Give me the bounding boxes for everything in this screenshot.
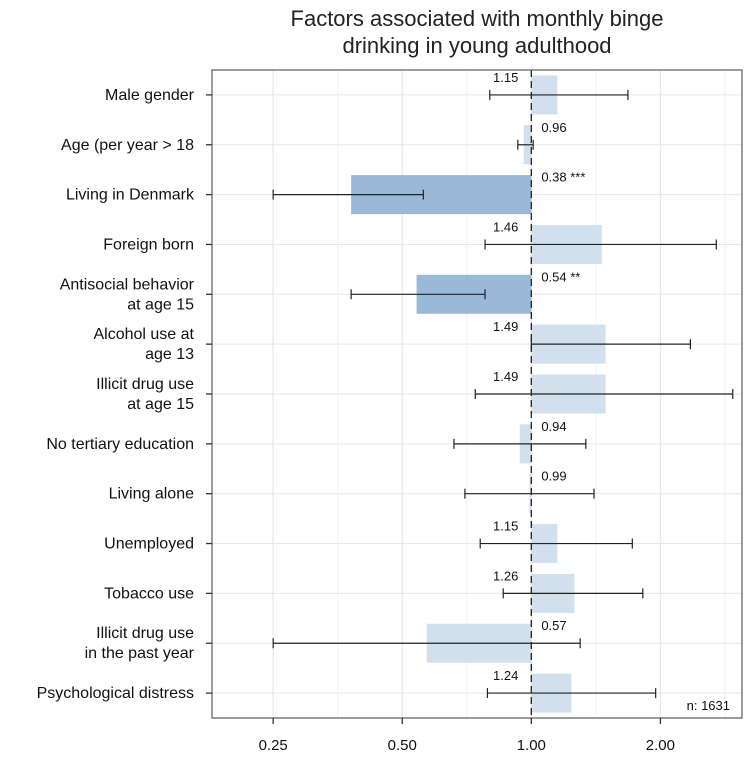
- category-label: Psychological distress: [37, 685, 194, 702]
- chart-title-line: Factors associated with monthly binge: [291, 6, 664, 31]
- category-label: No tertiary education: [46, 436, 194, 453]
- value-label: 1.49: [493, 319, 518, 334]
- category-label: Foreign born: [103, 236, 194, 253]
- value-label: 0.96: [541, 120, 566, 135]
- x-tick-label: 1.00: [517, 737, 546, 754]
- value-label: 1.15: [493, 70, 518, 85]
- category-label: at age 15: [127, 296, 194, 313]
- category-label: Illicit drug use: [96, 625, 194, 642]
- y-axis: Male gender Age (per year > 18 Living in D…: [37, 87, 212, 702]
- value-label: 1.15: [493, 519, 518, 534]
- x-axis: 0.25 0.50 1.00 2.00: [259, 718, 675, 754]
- value-label: 0.94: [541, 419, 566, 434]
- category-label: Tobacco use: [104, 585, 194, 602]
- value-label: 1.26: [493, 568, 518, 583]
- value-label: 0.54 **: [541, 269, 580, 284]
- category-label: Male gender: [105, 87, 195, 104]
- value-label: 0.38 ***: [541, 170, 585, 185]
- category-label: Living in Denmark: [66, 187, 195, 204]
- chart-title: Factors associated with monthly bingedri…: [291, 6, 664, 58]
- value-labels: 1.15 0.96 0.38 *** 1.46 0.54 ** 1.49 1.49 0.94 0…: [493, 70, 585, 683]
- value-label: 1.49: [493, 369, 518, 384]
- category-label: Illicit drug use: [96, 376, 194, 393]
- category-label: at age 15: [127, 396, 194, 413]
- chart-title-line: drinking in young adulthood: [342, 33, 611, 58]
- value-label: 0.57: [541, 618, 566, 633]
- category-label: Age (per year > 18: [61, 137, 194, 154]
- x-tick-label: 0.25: [259, 737, 288, 754]
- category-label: in the past year: [85, 645, 195, 662]
- sample-size-note: n: 1631: [687, 698, 730, 713]
- value-label: 0.99: [541, 469, 566, 484]
- value-label: 1.46: [493, 219, 518, 234]
- x-tick-label: 0.50: [388, 737, 417, 754]
- category-label: Living alone: [109, 486, 195, 503]
- error-bars: [272, 89, 734, 699]
- category-label: Antisocial behavior: [60, 276, 195, 293]
- x-tick-label: 2.00: [646, 737, 675, 754]
- category-label: Unemployed: [104, 536, 194, 553]
- value-label: 1.24: [493, 668, 518, 683]
- category-label: Alcohol use at: [93, 326, 194, 343]
- category-label: age 13: [145, 346, 194, 363]
